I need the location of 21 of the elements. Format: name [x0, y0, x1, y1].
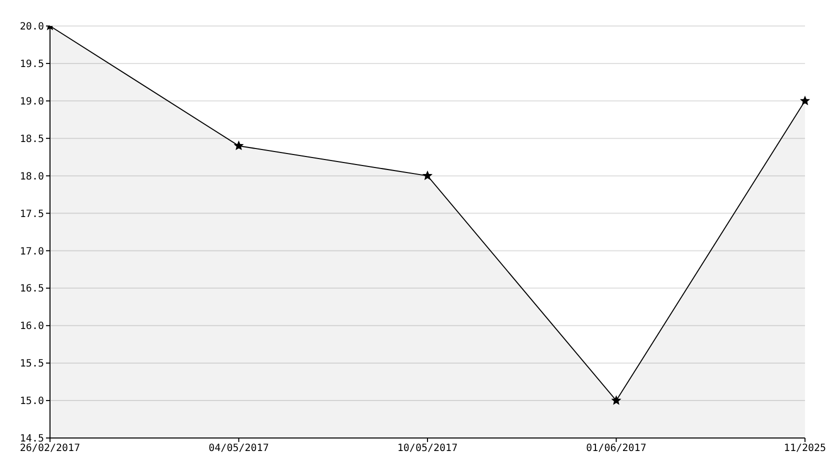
point: [612, 396, 621, 404]
point: [423, 171, 432, 180]
y-tick-label: 18.5: [20, 134, 44, 145]
x-tick-label: 10/05/2017: [397, 443, 458, 454]
y-tick-label: 17.0: [20, 246, 44, 258]
point: [800, 96, 810, 105]
y-tick-label: 18.0: [20, 171, 44, 182]
y-tick-label: 16.0: [20, 321, 44, 332]
y-tick-label: 14.5: [20, 434, 44, 445]
point: [234, 141, 244, 150]
y-tick-label: 17.5: [20, 208, 44, 220]
y-tick-label: 15.5: [20, 358, 44, 370]
y-tick-label: 19.5: [20, 59, 44, 70]
y-tick-label: 20.0: [20, 22, 44, 33]
x-tick-label: 04/05/2017: [208, 443, 269, 454]
y-tick-label: 16.5: [20, 284, 44, 295]
x-tick-label: 11/2025: [784, 443, 826, 454]
x-tick-label: 01/06/2017: [586, 443, 646, 454]
x-tick-label: 26/02/2017: [20, 443, 80, 454]
y-tick-label: 15.0: [20, 396, 44, 408]
y-tick-label: 19.0: [20, 96, 44, 108]
